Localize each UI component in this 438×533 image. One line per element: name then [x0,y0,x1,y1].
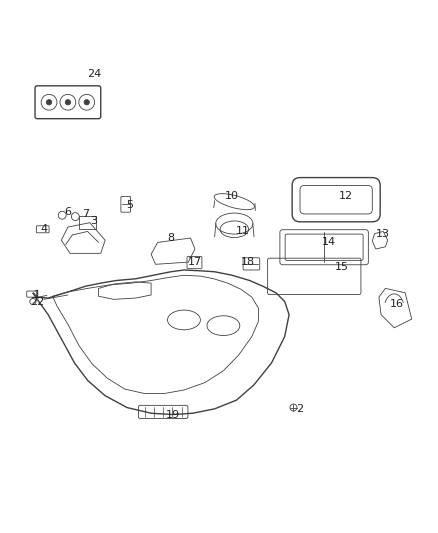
Circle shape [46,100,52,105]
Text: 14: 14 [321,237,336,247]
Text: 8: 8 [167,233,174,243]
Text: 18: 18 [240,257,254,267]
Text: 16: 16 [389,298,403,309]
Text: 22: 22 [30,296,44,306]
Text: 4: 4 [40,224,47,235]
Text: 19: 19 [166,410,180,421]
Text: 13: 13 [376,229,390,239]
Text: 11: 11 [236,227,250,237]
Text: 3: 3 [91,215,98,225]
Text: 6: 6 [64,207,71,217]
Text: 1: 1 [34,290,41,300]
Text: 10: 10 [225,191,239,201]
Text: 2: 2 [297,404,304,414]
Text: 5: 5 [126,200,133,210]
Text: 24: 24 [87,69,101,79]
Text: 15: 15 [335,262,349,271]
Circle shape [84,100,89,105]
Text: 7: 7 [82,209,89,219]
Circle shape [65,100,71,105]
Text: 17: 17 [188,257,202,267]
Text: 12: 12 [339,191,353,201]
